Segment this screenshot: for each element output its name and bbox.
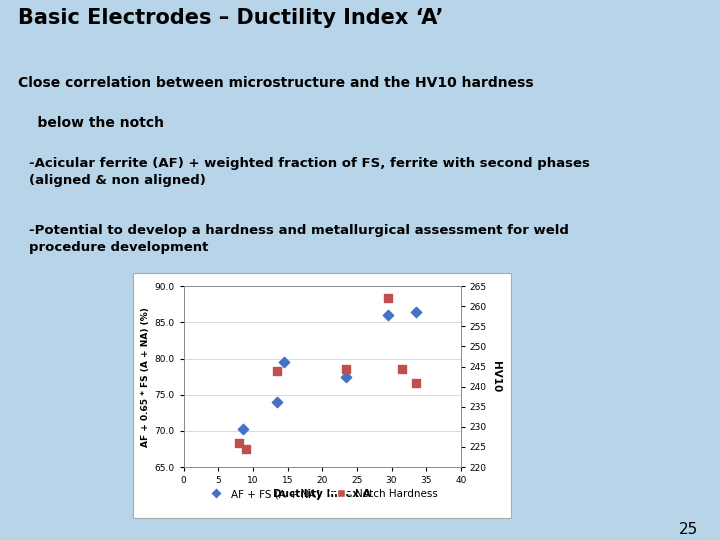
Point <box>382 294 394 302</box>
Point <box>279 358 290 367</box>
Y-axis label: AF + 0.65 * FS (A + NA) (%): AF + 0.65 * FS (A + NA) (%) <box>141 307 150 447</box>
Legend: AF + FS (A + NA], Notch Hardness: AF + FS (A + NA], Notch Hardness <box>202 485 443 503</box>
Y-axis label: HV10: HV10 <box>491 361 501 392</box>
Text: 25: 25 <box>679 522 698 537</box>
Point <box>396 364 408 373</box>
Point <box>271 366 283 375</box>
Point <box>410 307 421 316</box>
Point <box>237 425 248 434</box>
Point <box>410 379 421 387</box>
Text: below the notch: below the notch <box>18 116 164 130</box>
Text: Close correlation between microstructure and the HV10 hardness: Close correlation between microstructure… <box>18 76 534 90</box>
Point <box>240 445 252 454</box>
Text: Basic Electrodes – Ductility Index ‘A’: Basic Electrodes – Ductility Index ‘A’ <box>18 8 444 28</box>
Point <box>382 311 394 320</box>
Text: -Potential to develop a hardness and metallurgical assessment for weld
procedure: -Potential to develop a hardness and met… <box>29 224 569 254</box>
Point <box>233 438 245 447</box>
Point <box>341 373 352 381</box>
Point <box>271 397 283 406</box>
Text: -Acicular ferrite (AF) + weighted fraction of FS, ferrite with second phases
(al: -Acicular ferrite (AF) + weighted fracti… <box>29 157 590 187</box>
X-axis label: Ductility Index A: Ductility Index A <box>274 489 371 500</box>
Point <box>341 364 352 373</box>
